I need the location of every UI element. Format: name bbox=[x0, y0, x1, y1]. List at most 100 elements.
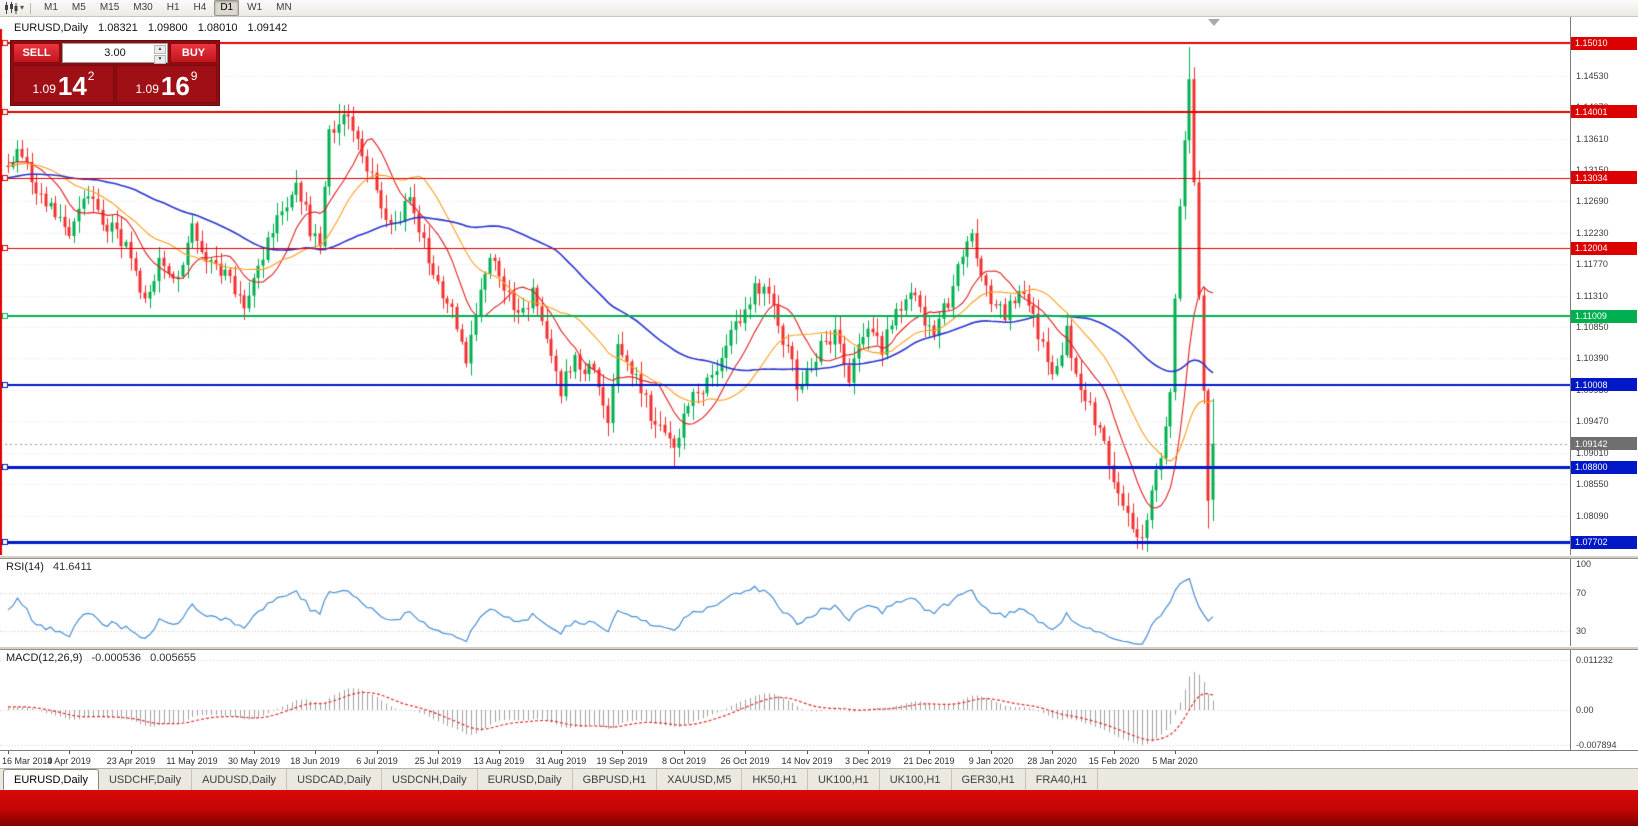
current-price-badge: 1.09142 bbox=[1571, 437, 1637, 451]
buy-price-pipette: 9 bbox=[190, 69, 198, 83]
chart-tab-usdchf-daily[interactable]: USDCHF,Daily bbox=[99, 769, 193, 790]
rsi-title: RSI(14) 41.6411 bbox=[6, 561, 92, 573]
rsi-axis-label: 100 bbox=[1576, 559, 1592, 569]
chevron-down-icon[interactable]: ▾ bbox=[20, 3, 25, 12]
timeframe-button-m30[interactable]: M30 bbox=[133, 2, 153, 13]
price-line-badge[interactable]: 1.13034 bbox=[1571, 171, 1637, 185]
time-axis-tick bbox=[315, 751, 316, 754]
time-axis-tick bbox=[1114, 751, 1115, 754]
price-axis-label: 1.13150 bbox=[1576, 165, 1609, 176]
price-axis-label: 1.08550 bbox=[1576, 479, 1609, 490]
panel-divider[interactable] bbox=[0, 646, 1638, 650]
time-axis-tick bbox=[131, 751, 132, 754]
date-label: 5 Mar 2020 bbox=[1152, 756, 1198, 766]
sell-price-display[interactable]: 1.09 14 2 bbox=[13, 65, 114, 103]
buy-price-display[interactable]: 1.09 16 9 bbox=[116, 65, 217, 103]
candlestick-chart-icon[interactable] bbox=[4, 2, 18, 14]
price-axis-label: 1.11310 bbox=[1576, 290, 1608, 301]
date-label: 16 Mar 2019 bbox=[2, 756, 53, 766]
time-axis-tick bbox=[991, 751, 992, 754]
rsi-value: 41.6411 bbox=[52, 561, 92, 573]
price-axis-label: 1.14530 bbox=[1576, 70, 1609, 81]
macd-panel-canvas[interactable] bbox=[0, 650, 1570, 750]
volume-down-button[interactable]: ▼ bbox=[154, 55, 166, 64]
macd-label: MACD(12,26,9) bbox=[6, 652, 83, 664]
ohlc-low: 1.08010 bbox=[197, 22, 238, 34]
chart-tab-uk100-h1[interactable]: UK100,H1 bbox=[808, 769, 880, 790]
chart-tab-bar: EURUSD,Daily USDCHF,Daily AUDUSD,Daily USDC… bbox=[0, 768, 1638, 790]
date-label: 4 Apr 2019 bbox=[47, 756, 91, 766]
volume-input[interactable]: 3.00 ▲ ▼ bbox=[62, 43, 168, 64]
price-line-badge[interactable]: 1.15010 bbox=[1571, 36, 1637, 50]
timeframe-button-m15[interactable]: M15 bbox=[99, 2, 120, 13]
time-axis-tick bbox=[868, 751, 869, 754]
rsi-axis-label: 70 bbox=[1576, 587, 1587, 598]
timeframe-button-d1[interactable]: D1 bbox=[214, 0, 240, 16]
chart-tab-gbpusd-h1[interactable]: GBPUSD,H1 bbox=[573, 769, 658, 790]
price-axis-label: 1.09010 bbox=[1576, 447, 1609, 458]
time-axis-tick bbox=[69, 751, 70, 754]
rsi-panel-canvas[interactable] bbox=[0, 559, 1570, 646]
buy-button[interactable]: BUY bbox=[170, 43, 217, 63]
timeframe-button-mn[interactable]: MN bbox=[276, 2, 292, 13]
volume-value: 3.00 bbox=[104, 47, 126, 59]
date-label: 15 Feb 2020 bbox=[1088, 756, 1140, 766]
date-label: 18 Jun 2019 bbox=[290, 756, 340, 766]
timeframe-button-h1[interactable]: H1 bbox=[166, 2, 180, 13]
price-axis[interactable]: 1.145301.140701.136101.131501.126901.122… bbox=[1570, 17, 1638, 750]
chart-tab-ger30-h1[interactable]: GER30,H1 bbox=[952, 769, 1026, 790]
time-axis[interactable]: 16 Mar 2019 4 Apr 2019 23 Apr 2019 11 May 2… bbox=[0, 750, 1638, 768]
sell-price-prefix: 1.09 bbox=[32, 82, 56, 96]
rsi-axis-label: 30 bbox=[1576, 625, 1587, 636]
chart-tab-audusd-daily[interactable]: AUDUSD,Daily bbox=[192, 769, 288, 790]
date-label: 28 Jan 2020 bbox=[1027, 756, 1077, 766]
one-click-trading-widget: SELL 3.00 ▲ ▼ BUY 1.09 14 2 1.09 16 9 bbox=[10, 40, 220, 106]
date-label: 30 May 2019 bbox=[227, 756, 281, 766]
time-axis-tick bbox=[561, 751, 562, 754]
chart-tab-fra40-h1[interactable]: FRA40,H1 bbox=[1026, 769, 1099, 790]
date-label: 23 Apr 2019 bbox=[106, 756, 156, 766]
ohlc-high: 1.09800 bbox=[147, 22, 188, 34]
date-label: 21 Dec 2019 bbox=[903, 756, 955, 766]
timeframe-button-h4[interactable]: H4 bbox=[193, 2, 207, 13]
price-line-badge[interactable]: 1.07702 bbox=[1571, 535, 1637, 549]
chart-tab-eurusd-daily[interactable]: EURUSD,Daily bbox=[478, 769, 573, 790]
panel-divider[interactable] bbox=[0, 555, 1638, 559]
time-axis-tick bbox=[684, 751, 685, 754]
buy-price-main: 16 bbox=[160, 71, 190, 101]
chart-tab-hk50-h1[interactable]: HK50,H1 bbox=[742, 769, 808, 790]
window-bottom-strip bbox=[0, 790, 1638, 826]
chart-tab-uk100-h1[interactable]: UK100,H1 bbox=[880, 769, 952, 790]
timeframe-button-m1[interactable]: M1 bbox=[44, 2, 58, 13]
price-line-badge[interactable]: 1.12004 bbox=[1571, 241, 1637, 255]
chart-tab-xauusd-m5[interactable]: XAUUSD,M5 bbox=[657, 769, 743, 790]
chart-shift-marker[interactable] bbox=[1208, 19, 1220, 26]
price-line-badge[interactable]: 1.14001 bbox=[1571, 105, 1637, 119]
ohlc-close: 1.09142 bbox=[247, 22, 288, 34]
time-axis-tick bbox=[192, 751, 193, 754]
price-chart-canvas[interactable] bbox=[0, 17, 1570, 555]
price-line-badge[interactable]: 1.10008 bbox=[1571, 378, 1637, 392]
date-label: 14 Nov 2019 bbox=[781, 756, 833, 766]
timeframe-button-w1[interactable]: W1 bbox=[247, 2, 263, 13]
sell-price-pipette: 2 bbox=[87, 69, 95, 83]
ohlc-open: 1.08321 bbox=[98, 22, 138, 34]
price-axis-label: 1.09470 bbox=[1576, 416, 1609, 427]
chart-tab-eurusd-daily[interactable]: EURUSD,Daily bbox=[3, 769, 99, 790]
price-line-badge[interactable]: 1.11009 bbox=[1571, 309, 1637, 323]
macd-title: MACD(12,26,9) -0.000536 0.005655 bbox=[6, 652, 196, 664]
price-line-badge[interactable]: 1.08800 bbox=[1571, 460, 1637, 474]
timeframe-group: M1 M5 M15 M30 H1 H4 D1 W1 MN bbox=[37, 0, 299, 16]
chart-tab-usdcad-daily[interactable]: USDCAD,Daily bbox=[287, 769, 383, 790]
date-label: 31 Aug 2019 bbox=[535, 756, 587, 766]
chart-tab-usdcnh-daily[interactable]: USDCNH,Daily bbox=[382, 769, 478, 790]
volume-up-button[interactable]: ▲ bbox=[154, 45, 166, 54]
price-axis-label: 1.11770 bbox=[1576, 259, 1608, 270]
sell-button[interactable]: SELL bbox=[13, 43, 60, 63]
chart-symbol-period: EURUSD,Daily bbox=[14, 22, 88, 34]
price-axis-label: 1.13610 bbox=[1576, 133, 1609, 144]
timeframe-button-m5[interactable]: M5 bbox=[71, 2, 86, 13]
macd-value-2: 0.005655 bbox=[150, 652, 196, 664]
price-axis-label: 1.12230 bbox=[1576, 227, 1609, 238]
